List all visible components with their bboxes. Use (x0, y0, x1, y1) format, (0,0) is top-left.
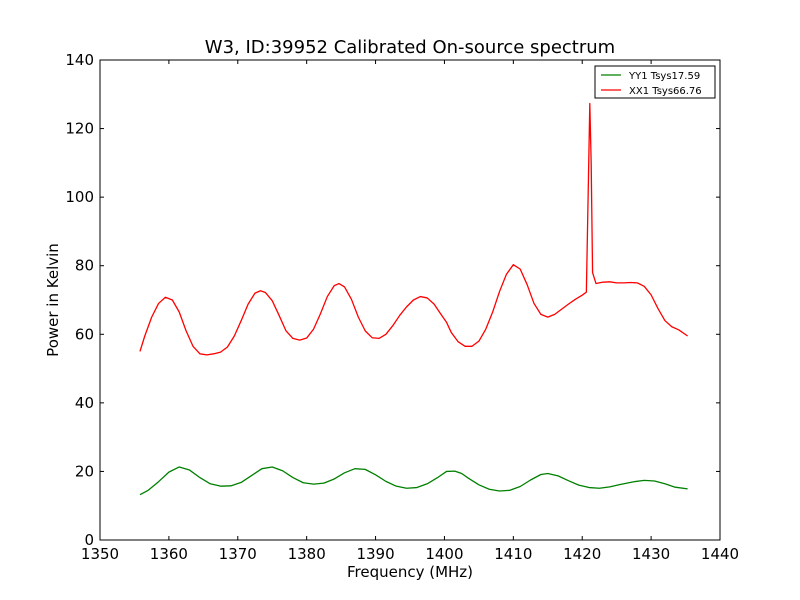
legend-entry: YY1 Tsys17.59 (628, 71, 700, 82)
series-line-yy1 (139, 466, 688, 496)
y-tick-label: 20 (75, 462, 94, 480)
y-tick-label: 100 (65, 188, 94, 206)
y-tick-label: 80 (75, 257, 94, 275)
y-tick-label: 40 (75, 394, 94, 412)
x-axis-label: Frequency (MHz) (347, 563, 473, 581)
x-tick-label: 1430 (632, 545, 670, 563)
x-tick-label: 1390 (356, 545, 394, 563)
x-tick-label: 1350 (81, 545, 119, 563)
x-tick-label: 1410 (494, 545, 532, 563)
plot-area (100, 60, 720, 540)
x-tick-label: 1380 (288, 545, 326, 563)
legend-box (594, 65, 716, 99)
series-line-xx1 (139, 102, 688, 356)
legend-entry: XX1 Tsys66.76 (629, 86, 702, 97)
legend: YY1 Tsys17.59 XX1 Tsys66.76 (594, 65, 716, 99)
y-axis-label: Power in Kelvin (44, 243, 62, 357)
series-layer (139, 102, 688, 496)
x-tick-label: 1360 (150, 545, 188, 563)
axes-layer: 1350 1360 1370 1380 1390 1400 1410 1420 1430 1440… (65, 51, 739, 563)
x-tick-label: 1440 (701, 545, 739, 563)
chart-title: W3, ID:39952 Calibrated On-source spectr… (205, 37, 615, 58)
x-tick-label: 1420 (563, 545, 601, 563)
axes-frame (99, 59, 721, 541)
y-tick-label: 140 (65, 51, 94, 69)
y-tick-label: 0 (84, 531, 94, 549)
y-tick-label: 60 (75, 325, 94, 343)
plot-background (100, 60, 720, 540)
x-tick-label: 1370 (219, 545, 257, 563)
y-tick-label: 120 (65, 120, 94, 138)
x-tick-label: 1400 (425, 545, 463, 563)
